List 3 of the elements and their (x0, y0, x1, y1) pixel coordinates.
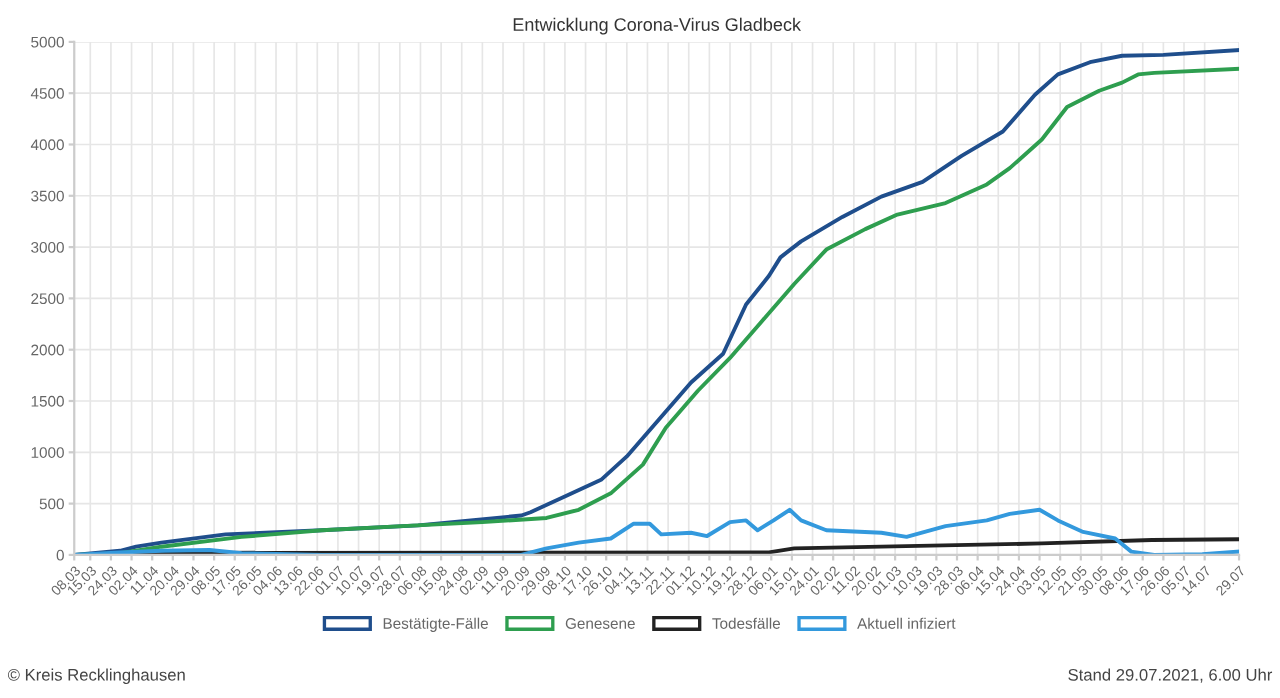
text: Stand 29.07.2021, 6.00 Uhr (1068, 668, 1273, 683)
chart-title: Entwicklung Corona-Virus Gladbeck (513, 17, 802, 35)
text: © Kreis Recklinghausen (7, 668, 185, 685)
